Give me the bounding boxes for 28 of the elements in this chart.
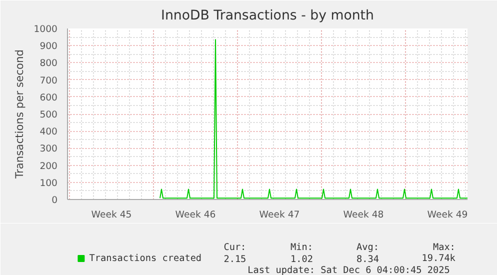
text: Min: — [290, 242, 313, 253]
chart-title: InnoDB Transactions - by month — [161, 8, 374, 24]
y-axis-title: Transactions per second — [12, 49, 26, 180]
y-tick-label: 200 — [40, 160, 58, 172]
legend-label: Transactions created — [89, 253, 202, 264]
y-tick-label: 500 — [40, 110, 58, 120]
x-tick-label: Week 45 — [91, 210, 132, 220]
y-tick-label: 0 — [52, 195, 58, 206]
y-tick-label: 800 — [40, 58, 58, 70]
x-tick-label: Week 46 — [175, 210, 216, 220]
x-tick-label: Week 47 — [259, 210, 300, 220]
text: 1.02 — [290, 254, 313, 265]
text: Cur: — [224, 242, 246, 253]
text: Last update: Sat Dec 6 04:00:45 2025 — [248, 265, 450, 275]
y-tick-label: 100 — [40, 178, 58, 189]
y-tick-label: 700 — [40, 75, 58, 86]
text: 2.15 — [224, 254, 246, 265]
y-tick-label: 900 — [40, 41, 58, 52]
y-tick-label: 600 — [40, 92, 58, 104]
y-tick-label: 300 — [40, 144, 58, 155]
y-tick-label: 400 — [40, 126, 58, 138]
text: Max: — [432, 242, 456, 253]
text: Avg: — [356, 242, 379, 253]
x-tick-label: Week 48 — [343, 210, 384, 220]
y-tick-label: 1000 — [34, 24, 58, 35]
text: 19.74k — [422, 253, 456, 264]
x-tick-label: Week 49 — [427, 210, 468, 220]
text: 8.34 — [356, 254, 380, 265]
